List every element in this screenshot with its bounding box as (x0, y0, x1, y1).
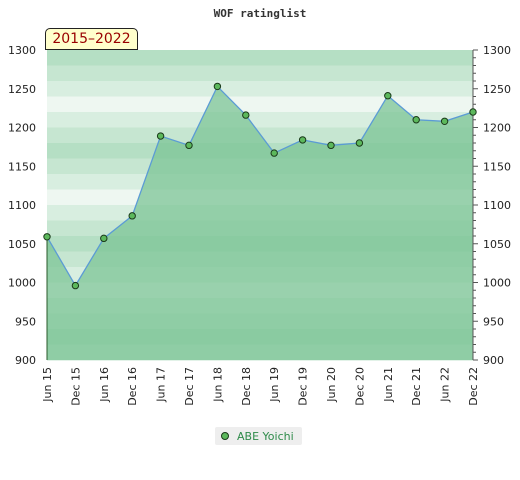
y-tick-label-right: 1300 (483, 44, 511, 57)
band (47, 112, 473, 128)
y-tick-label-left: 1250 (8, 83, 36, 96)
data-point (384, 92, 392, 100)
y-tick-label-left: 950 (15, 315, 36, 328)
chart-title: WOF ratinglist (214, 7, 307, 20)
y-tick-label-right: 1250 (483, 83, 511, 96)
x-tick-label: Jun 22 (439, 367, 452, 403)
y-tick-label-left: 1300 (8, 44, 36, 57)
series-area (47, 86, 473, 361)
y-axis-left-labels: 900 950 1000 1050 1100 1150 1200 1250 1300 (8, 44, 36, 367)
band (47, 50, 473, 66)
data-point (298, 136, 307, 144)
x-tick-label: Dec 19 (297, 367, 310, 406)
x-tick-label: Dec 22 (467, 367, 480, 406)
band (47, 65, 473, 82)
y-tick-label-right: 1150 (483, 160, 511, 173)
x-tick-label: Dec 15 (69, 367, 82, 406)
x-axis-labels: Jun 15 Dec 15 Jun 16 Dec 16 Jun 17 Dec 17 Jun … (41, 367, 480, 406)
x-tick-label: Jun 19 (268, 367, 281, 403)
date-range-label: 2015–2022 (45, 28, 138, 50)
x-tick-label: Jun 21 (382, 367, 395, 403)
y-tick-label-left: 900 (15, 354, 36, 367)
data-point (270, 149, 278, 157)
data-point (440, 117, 449, 126)
area-layer (46, 85, 474, 361)
y-tick-label-left: 1050 (8, 238, 36, 251)
y-tick-label-right: 1200 (483, 122, 511, 135)
y-tick-label-left: 1200 (8, 122, 36, 135)
data-points (43, 82, 477, 290)
legend-marker-icon (221, 432, 229, 440)
series-line (46, 85, 474, 287)
x-tick-label: Dec 16 (126, 367, 139, 406)
x-tick-label: Jun 20 (325, 367, 338, 403)
band (47, 96, 473, 113)
x-tick-label: Dec 21 (410, 367, 423, 406)
x-tick-label: Jun 15 (41, 367, 54, 403)
data-point (469, 108, 477, 116)
data-point (185, 141, 193, 150)
x-tick-label: Jun 16 (98, 367, 111, 403)
y-axis-right-labels: 900 950 1000 1050 1100 1150 1200 1250 1300 (483, 44, 511, 367)
x-tick-label: Dec 17 (183, 367, 196, 406)
legend[interactable]: ABE Yoichi (215, 427, 302, 445)
data-point (71, 281, 80, 290)
y-tick-label-left: 1000 (8, 277, 36, 290)
y-tick-label-right: 950 (483, 315, 504, 328)
data-point (242, 111, 250, 119)
data-point (128, 212, 136, 220)
y-tick-label-left: 1100 (8, 199, 36, 212)
data-point (213, 82, 222, 91)
data-point (412, 116, 420, 124)
x-tick-label: Dec 18 (240, 367, 253, 406)
band (47, 81, 473, 97)
y-tick-label-right: 1050 (483, 238, 511, 251)
y-tick-label-right: 1000 (483, 277, 511, 290)
data-point (43, 233, 51, 241)
y-tick-label-right: 1100 (483, 199, 511, 212)
data-point (100, 234, 108, 243)
x-tick-label: Dec 20 (353, 367, 366, 406)
y-tick-label-right: 900 (483, 354, 504, 367)
x-tick-label: Jun 18 (211, 367, 224, 403)
x-tick-label: Jun 17 (155, 367, 168, 403)
legend-series-name: ABE Yoichi (237, 429, 294, 443)
data-point (355, 139, 364, 147)
data-point (327, 141, 335, 150)
axes (46, 49, 478, 361)
y-tick-label-left: 1150 (8, 160, 36, 173)
data-point (156, 132, 165, 140)
